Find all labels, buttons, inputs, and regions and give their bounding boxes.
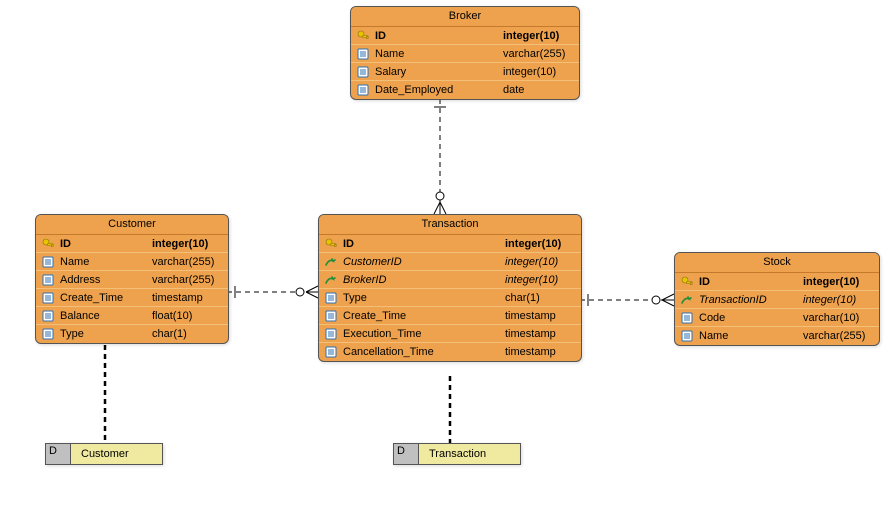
- column-type: timestamp: [505, 328, 577, 340]
- entity-column-row[interactable]: Namevarchar(255): [351, 45, 579, 63]
- column-icon: [323, 291, 339, 305]
- column-type: char(1): [152, 328, 224, 340]
- column-name: ID: [699, 276, 803, 288]
- entity-title: Customer: [36, 215, 228, 235]
- dbox-customer[interactable]: D Customer: [45, 443, 163, 465]
- column-icon: [679, 329, 695, 343]
- column-name: ID: [375, 30, 503, 42]
- foreign-key-icon: [323, 255, 339, 269]
- column-name: Type: [343, 292, 505, 304]
- column-type: integer(10): [503, 30, 575, 42]
- entity-column-row[interactable]: Codevarchar(10): [675, 309, 879, 327]
- column-name: ID: [343, 238, 505, 250]
- column-icon: [679, 311, 695, 325]
- column-name: Name: [375, 48, 503, 60]
- column-name: TransactionID: [699, 294, 803, 306]
- entity-column-row[interactable]: Addressvarchar(255): [36, 271, 228, 289]
- entity-transaction[interactable]: TransactionIDinteger(10)CustomerIDintege…: [318, 214, 582, 362]
- column-icon: [355, 65, 371, 79]
- column-type: varchar(255): [503, 48, 575, 60]
- entity-customer[interactable]: CustomerIDinteger(10)Namevarchar(255)Add…: [35, 214, 229, 344]
- entity-column-row[interactable]: Cancellation_Timetimestamp: [319, 343, 581, 361]
- entity-column-row[interactable]: Balancefloat(10): [36, 307, 228, 325]
- column-name: Code: [699, 312, 803, 324]
- entity-column-row[interactable]: Namevarchar(255): [36, 253, 228, 271]
- column-type: timestamp: [505, 310, 577, 322]
- entity-column-row[interactable]: IDinteger(10): [36, 235, 228, 253]
- entity-title: Stock: [675, 253, 879, 273]
- column-name: BrokerID: [343, 274, 505, 286]
- dbox-tag: D: [45, 443, 71, 465]
- key-icon: [40, 237, 56, 251]
- entity-column-row[interactable]: Typechar(1): [36, 325, 228, 343]
- entity-column-row[interactable]: CustomerIDinteger(10): [319, 253, 581, 271]
- column-name: Cancellation_Time: [343, 346, 505, 358]
- column-icon: [40, 327, 56, 341]
- column-name: Type: [60, 328, 152, 340]
- column-icon: [40, 255, 56, 269]
- entity-column-row[interactable]: Date_Employeddate: [351, 81, 579, 99]
- dbox-label: Customer: [71, 443, 163, 465]
- column-icon: [40, 309, 56, 323]
- entity-column-row[interactable]: Namevarchar(255): [675, 327, 879, 345]
- column-icon: [355, 47, 371, 61]
- column-name: Date_Employed: [375, 84, 503, 96]
- column-icon: [323, 327, 339, 341]
- dbox-label: Transaction: [419, 443, 521, 465]
- column-type: date: [503, 84, 575, 96]
- er-diagram-canvas: BrokerIDinteger(10)Namevarchar(255)Salar…: [0, 0, 895, 519]
- column-type: float(10): [152, 310, 224, 322]
- column-name: Name: [60, 256, 152, 268]
- column-type: varchar(10): [803, 312, 875, 324]
- dbox-tag: D: [393, 443, 419, 465]
- column-type: integer(10): [152, 238, 224, 250]
- entity-column-row[interactable]: TransactionIDinteger(10): [675, 291, 879, 309]
- entity-column-row[interactable]: Salaryinteger(10): [351, 63, 579, 81]
- entity-broker[interactable]: BrokerIDinteger(10)Namevarchar(255)Salar…: [350, 6, 580, 100]
- column-name: Create_Time: [60, 292, 152, 304]
- key-icon: [323, 237, 339, 251]
- column-type: integer(10): [505, 238, 577, 250]
- foreign-key-icon: [323, 273, 339, 287]
- foreign-key-icon: [679, 293, 695, 307]
- column-name: ID: [60, 238, 152, 250]
- entity-column-row[interactable]: Create_Timetimestamp: [36, 289, 228, 307]
- column-icon: [355, 83, 371, 97]
- entity-column-row[interactable]: IDinteger(10): [675, 273, 879, 291]
- key-icon: [679, 275, 695, 289]
- column-type: integer(10): [503, 66, 575, 78]
- entity-column-row[interactable]: Create_Timetimestamp: [319, 307, 581, 325]
- column-icon: [40, 273, 56, 287]
- entity-column-row[interactable]: BrokerIDinteger(10): [319, 271, 581, 289]
- key-icon: [355, 29, 371, 43]
- column-type: integer(10): [505, 274, 577, 286]
- entity-column-row[interactable]: IDinteger(10): [319, 235, 581, 253]
- column-type: varchar(255): [152, 274, 224, 286]
- column-type: integer(10): [505, 256, 577, 268]
- column-type: timestamp: [505, 346, 577, 358]
- column-icon: [323, 309, 339, 323]
- entity-column-row[interactable]: Typechar(1): [319, 289, 581, 307]
- column-name: Create_Time: [343, 310, 505, 322]
- entity-title: Transaction: [319, 215, 581, 235]
- column-name: Name: [699, 330, 803, 342]
- column-name: Execution_Time: [343, 328, 505, 340]
- column-type: varchar(255): [152, 256, 224, 268]
- column-name: Salary: [375, 66, 503, 78]
- dbox-transaction[interactable]: D Transaction: [393, 443, 521, 465]
- column-type: integer(10): [803, 276, 875, 288]
- column-type: varchar(255): [803, 330, 875, 342]
- entity-stock[interactable]: StockIDinteger(10)TransactionIDinteger(1…: [674, 252, 880, 346]
- column-name: Balance: [60, 310, 152, 322]
- column-type: timestamp: [152, 292, 224, 304]
- entity-column-row[interactable]: IDinteger(10): [351, 27, 579, 45]
- column-type: char(1): [505, 292, 577, 304]
- entity-title: Broker: [351, 7, 579, 27]
- entity-column-row[interactable]: Execution_Timetimestamp: [319, 325, 581, 343]
- column-icon: [40, 291, 56, 305]
- column-name: Address: [60, 274, 152, 286]
- column-name: CustomerID: [343, 256, 505, 268]
- column-icon: [323, 345, 339, 359]
- column-type: integer(10): [803, 294, 875, 306]
